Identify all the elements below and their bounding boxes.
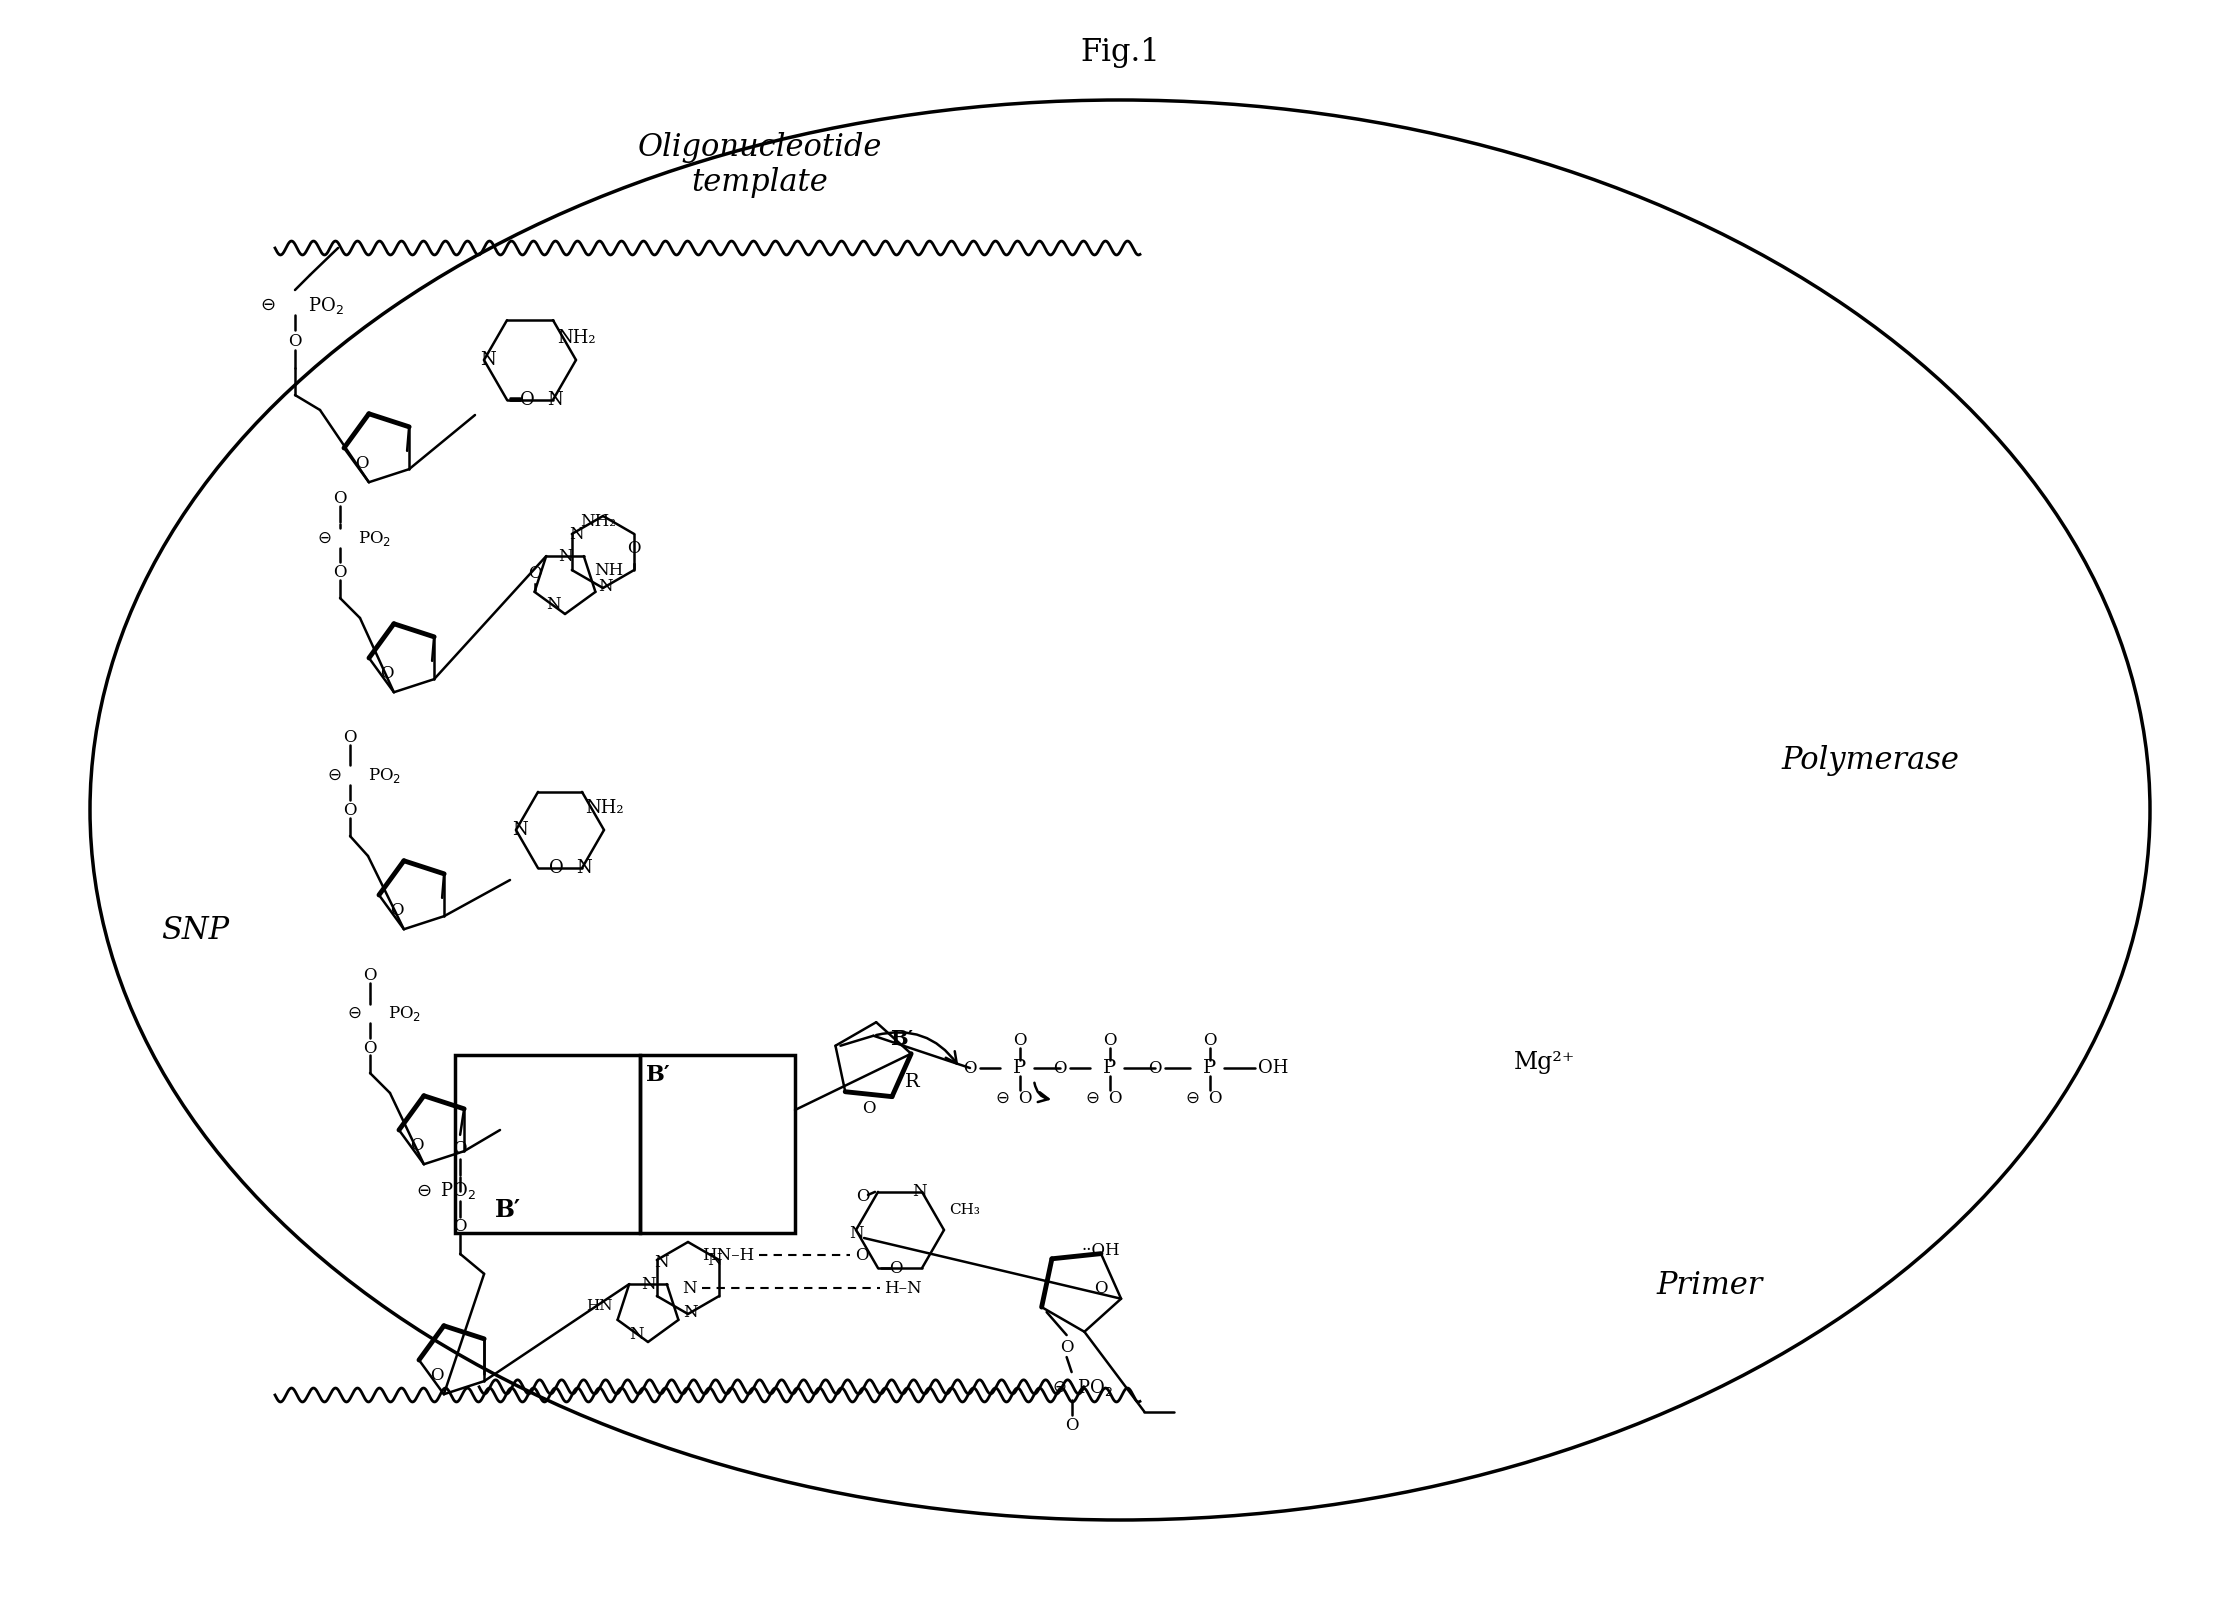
Text: B′: B′	[889, 1028, 912, 1049]
Text: O: O	[889, 1260, 903, 1276]
FancyArrowPatch shape	[1035, 1083, 1048, 1103]
Text: H–N: H–N	[885, 1279, 921, 1297]
Text: N: N	[708, 1252, 721, 1268]
Text: N: N	[683, 1279, 697, 1297]
Text: N: N	[629, 1326, 643, 1342]
Text: O: O	[1104, 1032, 1118, 1048]
Text: O: O	[343, 729, 356, 745]
Text: N: N	[598, 577, 612, 595]
Text: O: O	[381, 665, 394, 682]
FancyArrowPatch shape	[876, 1032, 956, 1064]
Text: O: O	[1060, 1339, 1073, 1355]
Text: N: N	[569, 526, 585, 542]
Text: O: O	[529, 566, 542, 582]
Text: N: N	[576, 859, 591, 876]
Text: O: O	[856, 1247, 869, 1263]
Text: O: O	[354, 454, 367, 472]
Text: P: P	[1203, 1059, 1216, 1077]
Text: Fig.1: Fig.1	[1080, 37, 1160, 68]
Text: $\ominus$: $\ominus$	[1053, 1379, 1066, 1395]
Text: N: N	[479, 351, 495, 369]
Text: PO$_2$: PO$_2$	[307, 294, 343, 315]
Text: PO$_2$: PO$_2$	[439, 1180, 475, 1201]
Text: O: O	[1064, 1416, 1077, 1434]
Text: P: P	[1104, 1059, 1116, 1077]
Text: HN–H: HN–H	[701, 1247, 755, 1263]
Text: P: P	[1012, 1059, 1026, 1077]
Text: O: O	[363, 967, 376, 983]
Text: O: O	[334, 563, 347, 581]
Text: O: O	[1203, 1032, 1216, 1048]
Text: $\ominus$: $\ominus$	[260, 296, 276, 314]
Text: O: O	[1207, 1090, 1221, 1106]
Text: O: O	[963, 1059, 977, 1077]
Text: $\ominus$: $\ominus$	[417, 1182, 432, 1200]
Text: O: O	[1053, 1059, 1066, 1077]
Text: NH₂: NH₂	[558, 328, 596, 348]
Text: B′: B′	[495, 1198, 522, 1222]
Text: O: O	[363, 1040, 376, 1056]
Text: $\ominus$: $\ominus$	[995, 1090, 1010, 1106]
Text: $\ominus$: $\ominus$	[1185, 1090, 1198, 1106]
Text: N: N	[654, 1253, 670, 1271]
Text: B′: B′	[645, 1064, 670, 1087]
Text: N: N	[547, 391, 562, 409]
Text: O: O	[1149, 1059, 1163, 1077]
Text: O: O	[452, 1218, 466, 1235]
Text: ··OH: ··OH	[1082, 1242, 1120, 1260]
Text: O: O	[549, 859, 564, 876]
Text: O: O	[452, 1140, 466, 1158]
Text: PO$_2$: PO$_2$	[367, 765, 401, 784]
Text: O: O	[520, 391, 535, 409]
Text: O: O	[1095, 1279, 1109, 1297]
Text: OH: OH	[1259, 1059, 1288, 1077]
Text: N: N	[683, 1303, 697, 1321]
Text: O: O	[343, 802, 356, 818]
Text: N: N	[912, 1184, 927, 1200]
Text: O: O	[1012, 1032, 1026, 1048]
Text: $\ominus$: $\ominus$	[316, 529, 332, 547]
Text: N: N	[558, 548, 573, 564]
Text: PO$_2$: PO$_2$	[358, 529, 392, 548]
Text: Polymerase: Polymerase	[1781, 744, 1960, 776]
Text: $\ominus$: $\ominus$	[1084, 1090, 1100, 1106]
Text: O: O	[430, 1366, 444, 1384]
Text: NH: NH	[594, 561, 623, 579]
Text: O: O	[334, 490, 347, 506]
Text: O: O	[410, 1137, 423, 1153]
Text: Oligonucleotide
template: Oligonucleotide template	[638, 131, 883, 199]
Text: R: R	[905, 1072, 918, 1090]
Text: CH₃: CH₃	[950, 1203, 979, 1218]
Text: $\ominus$: $\ominus$	[347, 1004, 361, 1022]
Text: O: O	[862, 1100, 876, 1117]
Text: O: O	[1109, 1090, 1122, 1106]
Text: SNP: SNP	[161, 915, 228, 946]
Text: N: N	[641, 1276, 656, 1292]
Text: O: O	[856, 1188, 869, 1205]
Text: Primer: Primer	[1658, 1269, 1763, 1300]
Text: PO$_2$: PO$_2$	[388, 1004, 421, 1022]
Text: O: O	[627, 540, 641, 556]
Text: HN: HN	[587, 1298, 612, 1313]
Text: N: N	[547, 595, 560, 613]
Text: O: O	[289, 333, 302, 349]
Text: Mg²⁺: Mg²⁺	[1514, 1051, 1575, 1074]
Text: N: N	[513, 821, 529, 839]
Text: $\ominus$: $\ominus$	[327, 766, 340, 784]
Bar	[455, 1054, 641, 1234]
Text: NH₂: NH₂	[580, 513, 616, 529]
Text: O: O	[390, 902, 403, 918]
Text: PO$_2$: PO$_2$	[1077, 1376, 1113, 1397]
Text: O: O	[1019, 1090, 1033, 1106]
Bar	[641, 1054, 795, 1234]
Text: N: N	[849, 1224, 862, 1242]
Text: NH₂: NH₂	[585, 799, 623, 817]
